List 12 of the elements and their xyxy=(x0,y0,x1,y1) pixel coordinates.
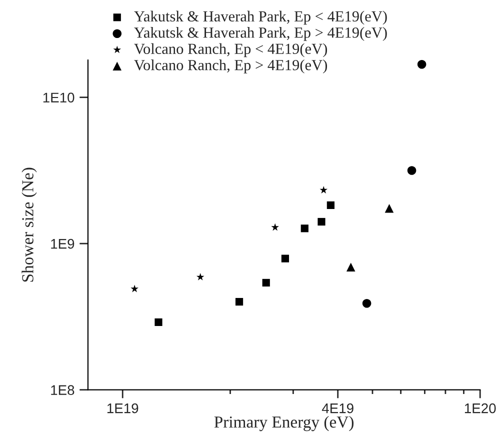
legend-label: Volcano Ranch, Ep > 4E19(eV) xyxy=(134,60,327,74)
y-tick-label: 1E8 xyxy=(51,385,74,395)
x-tick-label: 1E19 xyxy=(107,403,138,414)
legend-label: Yakutsk & Haverah Park, Ep < 4E19(eV) xyxy=(134,10,387,25)
x-tick-label: 4E19 xyxy=(322,403,354,414)
legend-label: Yakutsk & Haverah Park, Ep > 4E19(eV) xyxy=(134,27,387,41)
x-axis-title: Primary Energy (eV) xyxy=(214,416,354,432)
x-tick-label: 1E20 xyxy=(464,403,496,414)
y-axis-title: Shower size (Ne) xyxy=(22,168,37,282)
legend-label: Volcano Ranch, Ep < 4E19(eV) xyxy=(134,43,327,58)
y-tick-label: 1E9 xyxy=(51,238,74,249)
y-tick-label: 1E10 xyxy=(43,92,74,103)
